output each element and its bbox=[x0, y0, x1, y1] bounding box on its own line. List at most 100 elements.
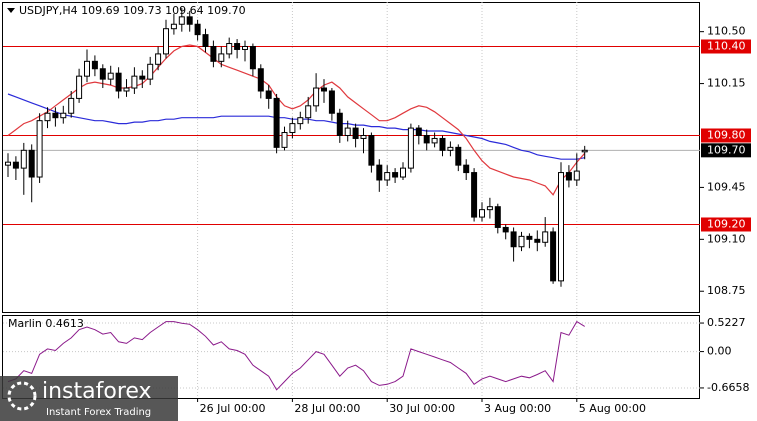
watermark-slogan: Instant Forex Trading bbox=[46, 407, 151, 418]
candle-body bbox=[273, 97, 280, 148]
symbol-icon bbox=[7, 8, 15, 13]
candle-body bbox=[44, 112, 51, 122]
main-panel-frame bbox=[2, 2, 700, 313]
candle-body bbox=[455, 146, 462, 166]
candle-body bbox=[534, 238, 541, 243]
candle-body bbox=[20, 149, 27, 169]
y-tick-label: 110.50 bbox=[707, 25, 746, 38]
candle-body bbox=[384, 172, 391, 181]
candle-body bbox=[115, 72, 122, 92]
chart-title: USDJPY,H4 109.69 109.73 109.64 109.70 bbox=[19, 4, 246, 17]
candle-body bbox=[400, 167, 406, 178]
candle-body bbox=[147, 63, 154, 80]
candle-body bbox=[392, 172, 399, 178]
candle-body bbox=[368, 134, 375, 166]
candle-body bbox=[526, 235, 533, 240]
candle-body bbox=[479, 209, 485, 218]
current-price-label-box bbox=[701, 143, 751, 158]
candle-body bbox=[376, 164, 383, 181]
x-tick-label: 3 Aug 00:00 bbox=[484, 402, 551, 415]
candle-body bbox=[76, 75, 83, 99]
candle-body bbox=[155, 53, 162, 65]
candle-body bbox=[558, 172, 564, 282]
candle-body bbox=[565, 172, 572, 181]
level-label-box bbox=[701, 217, 751, 232]
current-price-label: 109.70 bbox=[707, 143, 746, 156]
candle-body bbox=[328, 90, 335, 114]
y-tick-label: 0.00 bbox=[707, 345, 732, 358]
candle-body bbox=[360, 134, 367, 139]
candle-body bbox=[281, 132, 288, 148]
candle-body bbox=[415, 127, 422, 136]
candle-body bbox=[194, 23, 201, 36]
y-tick-label: 0.5227 bbox=[707, 316, 746, 329]
candle-body bbox=[336, 112, 343, 136]
candle-body bbox=[178, 16, 185, 25]
x-tick-label: 5 Aug 00:00 bbox=[579, 402, 646, 415]
candle-body bbox=[52, 112, 59, 119]
candle-body bbox=[542, 231, 549, 243]
candle-body bbox=[407, 127, 414, 169]
candle-body bbox=[139, 75, 146, 80]
candle-body bbox=[170, 23, 177, 30]
candle-body bbox=[28, 149, 35, 178]
candle-body bbox=[305, 105, 312, 119]
candle-body bbox=[131, 75, 138, 89]
candle-body bbox=[289, 123, 296, 134]
candle-body bbox=[297, 117, 304, 125]
candle-body bbox=[352, 127, 359, 139]
y-tick-label: -0.6658 bbox=[707, 381, 749, 394]
candle-body bbox=[84, 60, 90, 77]
candle-body bbox=[91, 60, 98, 70]
level-label-box bbox=[701, 39, 751, 54]
candle-body bbox=[186, 16, 193, 25]
candle-body bbox=[107, 72, 114, 80]
indicator-line bbox=[7, 320, 585, 391]
candle-body bbox=[344, 127, 351, 136]
candle-body bbox=[163, 28, 169, 55]
indicator-panel-frame bbox=[2, 315, 700, 399]
candle-body bbox=[68, 97, 75, 114]
candle-body bbox=[313, 87, 320, 107]
y-tick-label: 110.15 bbox=[707, 77, 746, 90]
candle-body bbox=[36, 120, 43, 178]
candle-body bbox=[321, 87, 327, 92]
watermark-background bbox=[0, 376, 178, 421]
candle-body bbox=[226, 43, 233, 55]
candle-body bbox=[249, 45, 256, 70]
candle-body bbox=[210, 45, 217, 62]
candle-body bbox=[234, 43, 241, 50]
candle-body bbox=[463, 164, 470, 174]
candle-body bbox=[99, 68, 106, 80]
plot-area: 26 Jul 00:00 28 Jul 00:00 30 Jul 00:00 3 Au… bbox=[3, 2, 751, 415]
candle-body bbox=[5, 161, 11, 166]
candle-body bbox=[439, 137, 446, 151]
level-label: 109.20 bbox=[707, 217, 746, 230]
candle-body bbox=[431, 137, 438, 144]
candle-body bbox=[242, 45, 248, 50]
candle-body bbox=[123, 87, 130, 92]
y-tick-label: 108.75 bbox=[707, 284, 746, 297]
moving-average-line bbox=[7, 44, 586, 196]
candle-body bbox=[265, 90, 272, 99]
indicator-title: Marlin 0.4613 bbox=[8, 317, 84, 330]
watermark-logo bbox=[7, 381, 37, 411]
candle-body bbox=[573, 170, 580, 181]
x-tick-label: 30 Jul 00:00 bbox=[389, 402, 455, 415]
candle-body bbox=[581, 149, 588, 153]
watermark: instaforex Instant Forex Trading bbox=[0, 376, 178, 421]
level-label-box bbox=[701, 128, 751, 143]
watermark-brand: instaforex bbox=[42, 379, 152, 404]
candle-body bbox=[494, 206, 501, 228]
candle-body bbox=[550, 231, 557, 282]
candle-body bbox=[510, 231, 517, 248]
moving-average-line bbox=[7, 93, 585, 160]
level-label: 109.80 bbox=[707, 128, 746, 141]
candle-body bbox=[502, 226, 509, 233]
candle-body bbox=[423, 134, 430, 144]
candle-body bbox=[60, 112, 67, 119]
candle-body bbox=[486, 206, 493, 211]
y-tick-label: 109.10 bbox=[707, 232, 746, 245]
